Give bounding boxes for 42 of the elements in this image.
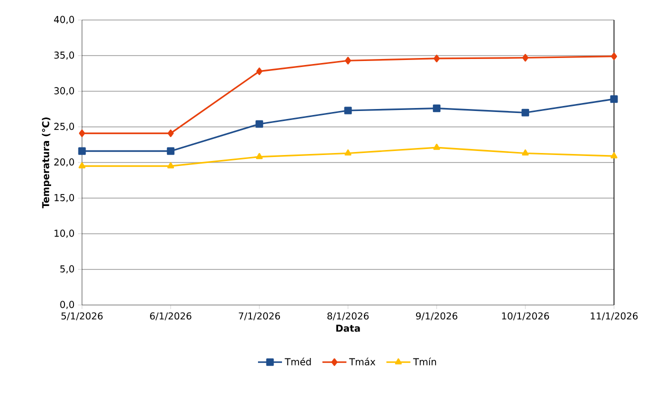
point bbox=[433, 144, 440, 150]
point bbox=[167, 162, 174, 168]
y-tick-label: 5,0 bbox=[60, 265, 74, 274]
x-tick-label: 10/1/2026 bbox=[502, 312, 549, 320]
y-tick-label: 15,0 bbox=[54, 194, 74, 202]
point bbox=[256, 68, 262, 76]
point bbox=[344, 149, 352, 156]
y-tick-label: 25,0 bbox=[54, 122, 74, 131]
point bbox=[522, 149, 529, 156]
y-tick-label: 40,0 bbox=[54, 16, 74, 24]
point bbox=[344, 106, 352, 114]
point bbox=[610, 152, 618, 158]
x-tick-label: 5/1/2026 bbox=[61, 312, 103, 320]
point bbox=[432, 104, 440, 112]
point bbox=[168, 129, 174, 138]
x-tick-label: 8/1/2026 bbox=[327, 312, 369, 320]
legend-label: Tmáx bbox=[349, 358, 376, 366]
point bbox=[522, 54, 528, 62]
y-tick-label: 0,0 bbox=[60, 300, 74, 310]
point bbox=[256, 153, 263, 160]
x-tick-label: 7/1/2026 bbox=[238, 312, 280, 320]
y-tick-label: 35,0 bbox=[54, 52, 74, 60]
x-tick-label: 11/1/2026 bbox=[590, 312, 638, 320]
point bbox=[610, 95, 618, 103]
x-tick-label: 6/1/2026 bbox=[150, 312, 192, 320]
point bbox=[78, 129, 86, 138]
point bbox=[256, 120, 264, 128]
y-tick-label: 20,0 bbox=[54, 158, 74, 167]
point bbox=[610, 52, 618, 60]
point bbox=[78, 147, 86, 155]
y-tick-label: 10,0 bbox=[54, 230, 74, 238]
point bbox=[434, 54, 440, 62]
point bbox=[522, 108, 530, 116]
legend-label: Tmín bbox=[413, 358, 436, 366]
x-tick-label: 9/1/2026 bbox=[416, 312, 458, 320]
y-axis-title: Temperatura (°C) bbox=[42, 117, 52, 208]
x-axis-title: Data bbox=[336, 324, 360, 332]
point bbox=[78, 162, 86, 168]
y-tick-label: 30,0 bbox=[54, 87, 74, 96]
legend-label: Tméd bbox=[284, 358, 311, 366]
point bbox=[344, 56, 352, 64]
point bbox=[166, 147, 174, 155]
